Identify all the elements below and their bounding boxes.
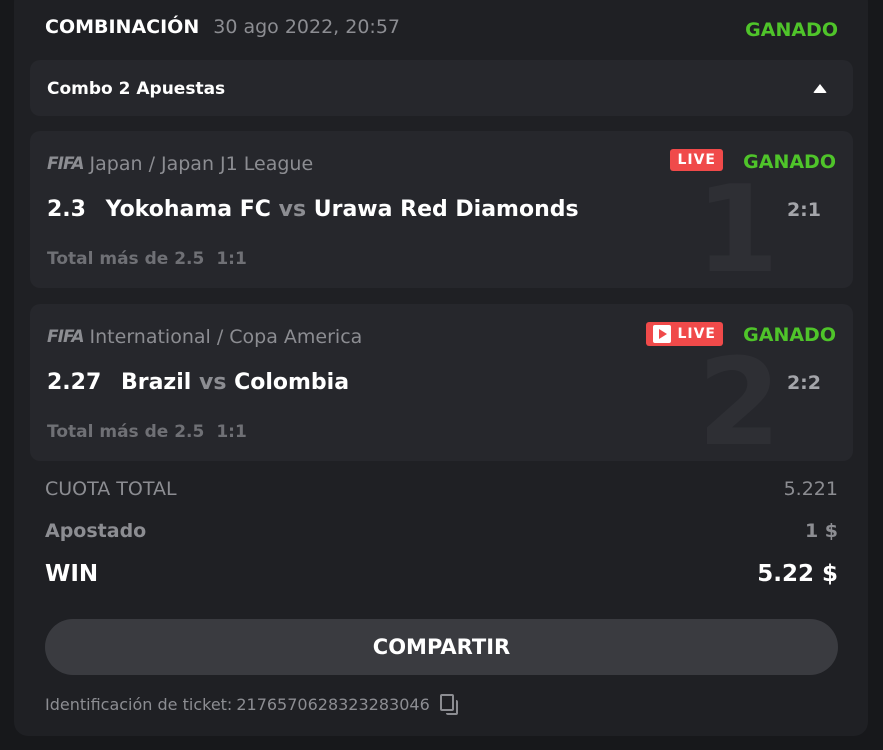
market-name: Total más de 2.5 — [47, 422, 205, 442]
bet-index: 2 — [697, 334, 782, 461]
away-team: Urawa Red Diamonds — [313, 197, 579, 222]
odd: 2.27 — [47, 370, 102, 395]
win-label: WIN — [45, 561, 99, 587]
bet-date: 30 ago 2022, 20:57 — [213, 16, 401, 38]
bet-type-title: COMBINACIÓN — [45, 16, 200, 38]
live-label: LIVE — [677, 326, 716, 342]
odd: 2.3 — [47, 197, 86, 222]
bet-item-1: 1 FIFA Japan / Japan J1 League LIVE GANA… — [30, 131, 853, 288]
market-name: Total más de 2.5 — [47, 249, 205, 269]
ticket-id-row: Identificación de ticket: 21765706283232… — [45, 694, 458, 715]
bet-status: GANADO — [743, 324, 836, 346]
home-team: Brazil — [120, 370, 192, 395]
fifa-icon: FIFA — [47, 327, 85, 347]
live-badge[interactable]: LIVE — [646, 322, 723, 346]
total-odds-row: CUOTA TOTAL 5.221 — [45, 478, 838, 500]
combo-label: Combo 2 Apuestas — [47, 79, 226, 99]
league-name: International / Copa America — [89, 326, 363, 348]
match: 2.3 Yokohama FC vs Urawa Red Diamonds — [47, 197, 579, 222]
league-name: Japan / Japan J1 League — [89, 153, 314, 175]
market: Total más de 2.5 1:1 — [47, 249, 247, 269]
staked-label: Apostado — [45, 520, 147, 542]
league: FIFA Japan / Japan J1 League — [47, 153, 313, 175]
home-team: Yokohama FC — [105, 197, 271, 222]
fifa-icon: FIFA — [47, 154, 85, 174]
final-score: 2:2 — [786, 372, 821, 394]
win-row: WIN 5.22 $ — [45, 561, 838, 587]
market: Total más de 2.5 1:1 — [47, 422, 247, 442]
play-icon — [653, 325, 672, 343]
share-button[interactable]: COMPARTIR — [45, 619, 838, 675]
vs-label: vs — [198, 370, 227, 395]
vs-label: vs — [278, 197, 307, 222]
market-score: 1:1 — [216, 422, 247, 442]
live-badge: LIVE — [670, 149, 723, 171]
total-odds-value: 5.221 — [783, 478, 838, 500]
ticket-id: 2176570628323283046 — [236, 694, 430, 714]
total-odds-label: CUOTA TOTAL — [45, 478, 177, 500]
final-score: 2:1 — [786, 199, 821, 221]
combo-toggle[interactable]: Combo 2 Apuestas — [30, 60, 853, 116]
staked-row: Apostado 1 $ — [45, 520, 838, 542]
win-value: 5.22 $ — [757, 561, 838, 587]
copy-icon[interactable] — [439, 694, 458, 715]
bet-status: GANADO — [743, 151, 836, 173]
away-team: Colombia — [234, 370, 350, 395]
match: 2.27 Brazil vs Colombia — [47, 370, 349, 395]
ticket-status: GANADO — [745, 19, 838, 41]
staked-value: 1 $ — [804, 520, 838, 542]
market-score: 1:1 — [216, 249, 247, 269]
bet-index: 1 — [695, 161, 780, 288]
ticket-id-label: Identificación de ticket: — [45, 694, 233, 714]
bet-item-2: 2 FIFA International / Copa America LIVE… — [30, 304, 853, 461]
caret-up-icon — [813, 84, 827, 93]
live-label: LIVE — [677, 152, 716, 168]
ticket-header: COMBINACIÓN 30 ago 2022, 20:57 — [45, 16, 400, 38]
league: FIFA International / Copa America — [47, 326, 362, 348]
